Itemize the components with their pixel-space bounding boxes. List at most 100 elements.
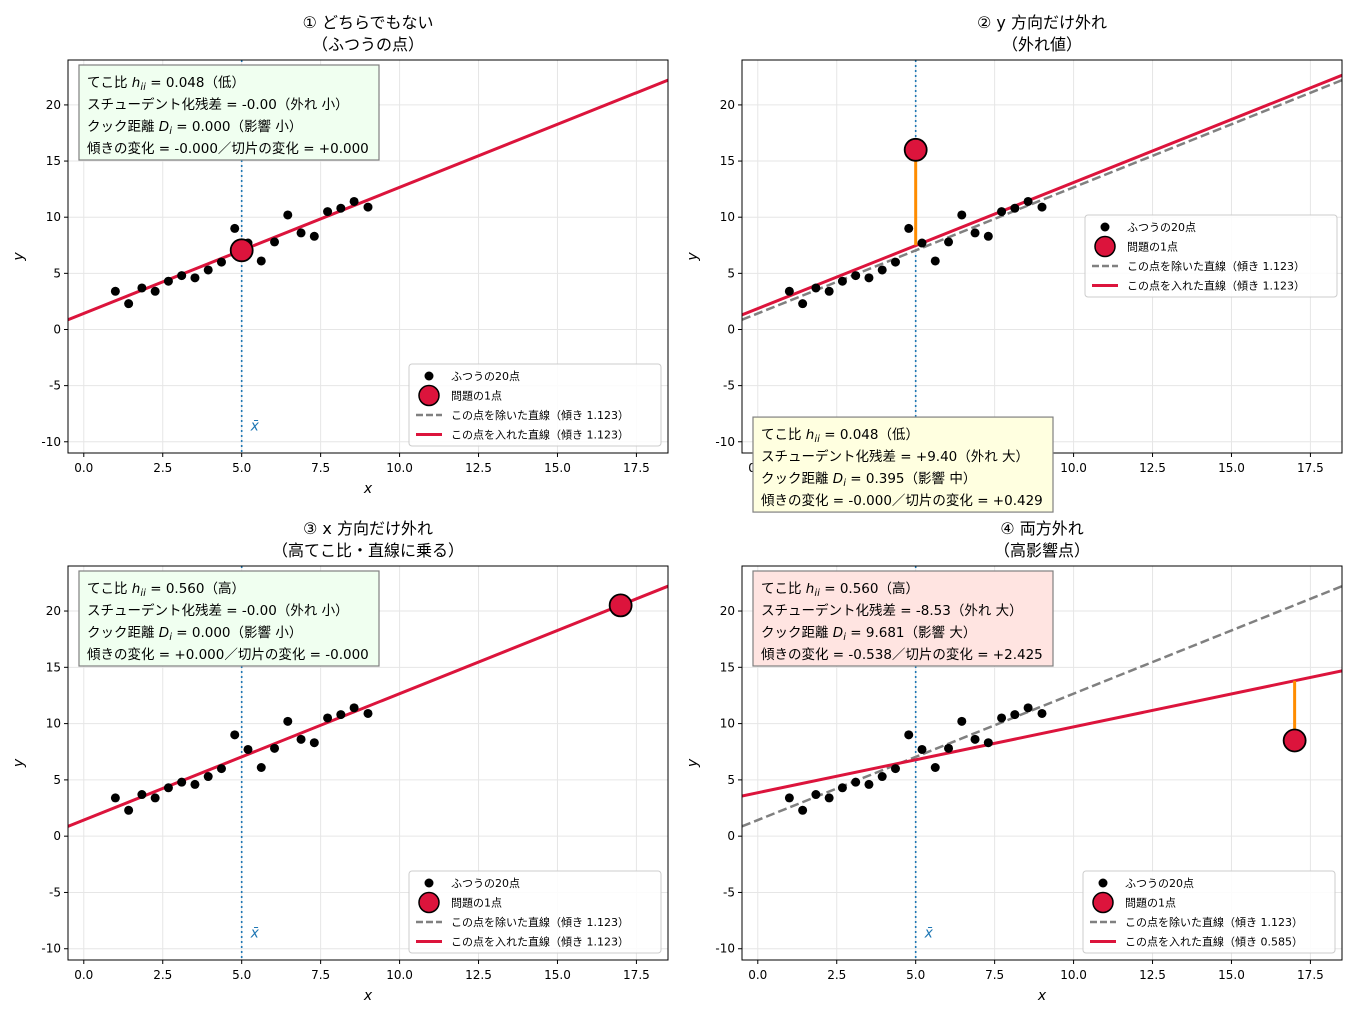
x-tick-label: 15.0 xyxy=(544,968,571,982)
normal-point xyxy=(243,744,253,754)
normal-point xyxy=(336,203,346,213)
stats-cook-part: D xyxy=(833,471,843,487)
y-tick-label: 15 xyxy=(46,154,61,168)
normal-point xyxy=(983,738,993,748)
x-tick-label: 5.0 xyxy=(906,968,925,982)
stats-cook-part: クック距離 xyxy=(761,625,833,641)
stats-leverage-part: = 0.560（高） xyxy=(146,580,245,597)
x-tick-label: 7.5 xyxy=(985,968,1004,982)
legend-label: この点を入れた直線（傾き 0.585） xyxy=(1125,935,1303,949)
stats-cook: クック距離 Di = 9.681（影響 大） xyxy=(761,624,976,643)
legend-label: ふつうの20点 xyxy=(1127,221,1196,234)
stats-box xyxy=(78,64,380,161)
stats-leverage: てこ比 hii = 0.560（高） xyxy=(87,580,245,599)
x-axis-label: x xyxy=(363,988,373,1004)
normal-point xyxy=(864,779,874,789)
chart-panel-2: x̄0.02.55.07.510.012.515.017.5-10-505101… xyxy=(685,13,1343,513)
stats-cook-part: クック距離 xyxy=(87,625,159,641)
normal-point xyxy=(323,713,333,723)
y-tick-label: 15 xyxy=(46,660,61,674)
normal-point xyxy=(798,299,808,309)
normal-point xyxy=(811,790,821,800)
normal-point xyxy=(256,256,266,266)
stats-box xyxy=(78,570,380,667)
x-tick-label: 2.5 xyxy=(153,461,172,475)
xbar-label: x̄ xyxy=(250,925,260,941)
normal-point xyxy=(323,207,333,217)
stats-cook-part: = 9.681（影響 大） xyxy=(846,624,976,641)
xbar-label: x̄ xyxy=(924,925,934,941)
normal-point xyxy=(270,743,280,753)
x-tick-label: 17.5 xyxy=(623,461,650,475)
legend-marker-problem xyxy=(1094,235,1116,258)
normal-point xyxy=(363,708,373,718)
legend-marker-normal xyxy=(424,878,434,888)
normal-point xyxy=(944,743,954,753)
stats-cook-part: D xyxy=(159,625,169,641)
normal-point xyxy=(784,793,794,803)
stats-leverage-part: h xyxy=(806,427,815,443)
legend-label: この点を入れた直線（傾き 1.123） xyxy=(451,935,629,949)
y-axis-label: y xyxy=(11,758,27,768)
normal-point xyxy=(944,237,954,247)
y-tick-label: 5 xyxy=(53,266,61,280)
y-tick-label: 5 xyxy=(727,266,735,280)
y-tick-label: -5 xyxy=(723,885,735,899)
normal-point xyxy=(216,257,226,267)
x-tick-label: 2.5 xyxy=(153,968,172,982)
x-tick-label: 10.0 xyxy=(1060,461,1087,475)
stats-leverage: てこ比 hii = 0.048（低） xyxy=(761,427,919,445)
normal-point xyxy=(890,257,900,267)
x-axis-label: x xyxy=(1037,988,1047,1004)
x-tick-label: 10.0 xyxy=(1060,968,1087,982)
stats-residual: スチューデント化残差 = -8.53（外れ 大） xyxy=(761,602,1023,619)
y-axis-label: y xyxy=(685,758,701,768)
stats-residual: スチューデント化残差 = +9.40（外れ 大） xyxy=(761,448,1029,465)
stats-cook-part: i xyxy=(843,632,846,643)
normal-point xyxy=(851,777,861,787)
chart-panel-3: x̄ 0.0 2.5 5.0 7.5 10.0 12.5 15.0 17.5 -10 -5 0 5 10 1… xyxy=(11,519,669,1004)
chart-title-line-2: （ふつうの点） xyxy=(312,35,424,54)
stats-cook-part: i xyxy=(169,632,172,643)
stats-cook-part: D xyxy=(159,119,169,135)
y-tick-label: 10 xyxy=(720,210,735,224)
x-tick-label: 15.0 xyxy=(544,461,571,475)
normal-point xyxy=(203,772,213,782)
stats-leverage-part: てこ比 xyxy=(87,581,132,597)
stats-cook-part: クック距離 xyxy=(87,119,159,135)
normal-point xyxy=(190,273,200,283)
normal-point xyxy=(110,793,120,803)
legend-label: この点を除いた直線（傾き 1.123） xyxy=(1127,259,1305,273)
y-tick-label: 5 xyxy=(727,773,735,787)
y-tick-label: 10 xyxy=(46,210,61,224)
y-axis-label: y xyxy=(11,252,27,262)
y-tick-label: -10 xyxy=(715,942,735,956)
xbar-label: x̄ xyxy=(250,419,260,435)
normal-point xyxy=(877,772,887,782)
y-tick-label: 0 xyxy=(727,829,735,843)
normal-point xyxy=(983,231,993,241)
stats-leverage-part: ii xyxy=(140,588,146,599)
normal-point xyxy=(811,283,821,293)
x-tick-label: 5.0 xyxy=(232,968,251,982)
normal-point xyxy=(997,713,1007,723)
normal-point xyxy=(851,271,861,281)
normal-point xyxy=(837,276,847,286)
stats-leverage-part: h xyxy=(132,581,141,597)
y-tick-label: 10 xyxy=(720,717,735,731)
normal-point xyxy=(349,196,359,206)
legend-marker-normal xyxy=(424,371,434,381)
y-tick-label: -10 xyxy=(41,942,61,956)
normal-point xyxy=(1023,703,1033,713)
normal-point xyxy=(349,703,359,713)
normal-point xyxy=(296,228,306,238)
normal-point xyxy=(904,730,914,740)
problem-point xyxy=(1282,728,1307,753)
legend-marker-normal xyxy=(1100,222,1110,232)
normal-point xyxy=(336,710,346,720)
y-tick-label: -10 xyxy=(41,435,61,449)
stats-cook-part: D xyxy=(833,625,843,641)
normal-point xyxy=(150,286,160,296)
problem-point xyxy=(608,593,633,618)
normal-point xyxy=(190,779,200,789)
